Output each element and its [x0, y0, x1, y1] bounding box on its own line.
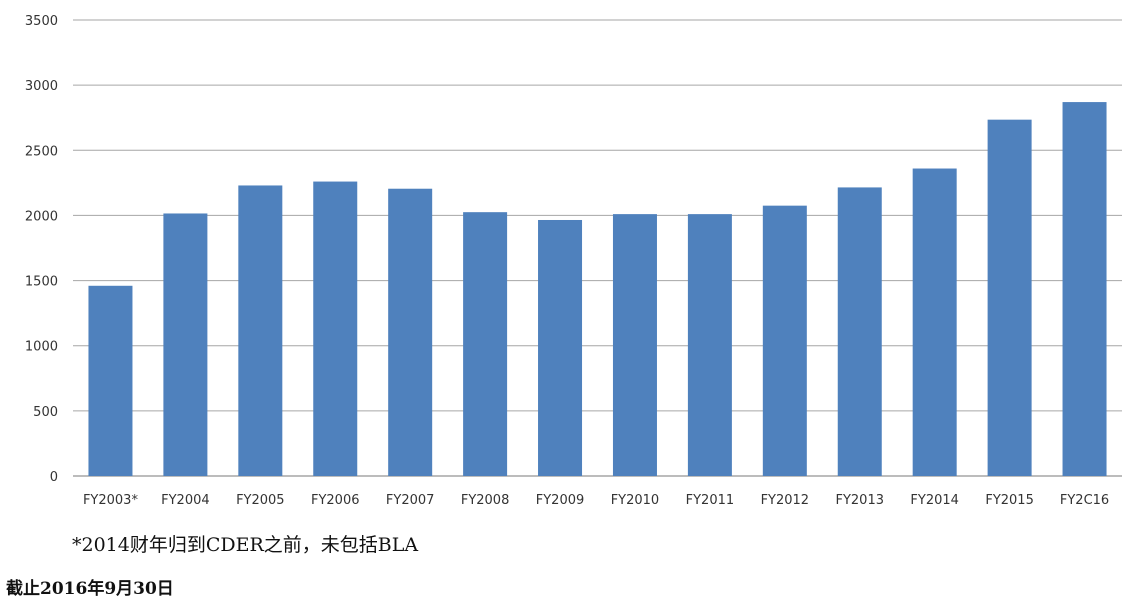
- x-tick-label: FY2011: [686, 493, 735, 508]
- bar: [163, 213, 208, 476]
- bar: [612, 214, 657, 476]
- x-tick-label: FY2C16: [1060, 493, 1109, 508]
- gridlines: [73, 19, 1122, 477]
- x-tick-label: FY2004: [161, 493, 210, 508]
- bar: [88, 285, 133, 476]
- bar: [538, 219, 583, 476]
- x-axis-tick-labels: FY2003* FY2004 FY2005 FY2006 FY2007 FY2008 FY2…: [83, 493, 1109, 508]
- as-of-date-note: 截止2016年9月30日: [6, 579, 174, 599]
- y-tick-label: 3500: [25, 14, 58, 29]
- footnote: *2014财年归到CDER之前，未包括BLA: [72, 534, 419, 556]
- y-tick-label: 500: [33, 405, 58, 420]
- x-tick-label: FY2009: [536, 493, 585, 508]
- bar: [762, 205, 807, 476]
- bar: [837, 187, 882, 476]
- bar: [313, 181, 358, 476]
- x-tick-label: FY2005: [236, 493, 285, 508]
- bars: [88, 102, 1107, 477]
- y-tick-label: 2500: [25, 144, 58, 159]
- bar: [388, 188, 433, 476]
- x-tick-label: FY2006: [311, 493, 360, 508]
- y-tick-label: 1500: [25, 275, 58, 290]
- x-tick-label: FY2010: [611, 493, 660, 508]
- y-tick-label: 0: [50, 470, 58, 485]
- x-tick-label: FY2013: [835, 493, 884, 508]
- x-tick-label: FY2014: [910, 493, 959, 508]
- bar: [987, 119, 1032, 476]
- y-tick-label: 1000: [25, 340, 58, 355]
- x-tick-label: FY2012: [761, 493, 810, 508]
- bar: [1062, 102, 1107, 476]
- bar: [463, 212, 508, 476]
- bar: [912, 168, 957, 477]
- y-tick-label: 2000: [25, 209, 58, 224]
- x-tick-label: FY2015: [985, 493, 1034, 508]
- y-axis-tick-labels: 0 500 1000 1500 2000 2500 3000 3500: [25, 14, 58, 485]
- y-tick-label: 3000: [25, 79, 58, 94]
- bar: [687, 214, 732, 476]
- bar: [238, 185, 283, 476]
- x-tick-label: FY2008: [461, 493, 510, 508]
- x-tick-label: FY2003*: [83, 493, 139, 508]
- x-tick-label: FY2007: [386, 493, 435, 508]
